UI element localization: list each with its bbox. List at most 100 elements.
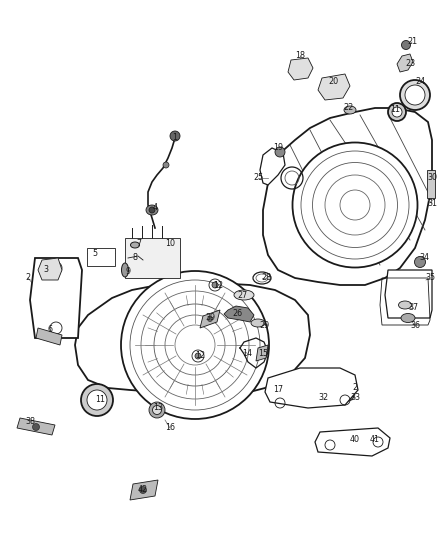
Text: 37: 37 — [408, 303, 418, 312]
Text: 42: 42 — [138, 486, 148, 495]
Ellipse shape — [275, 147, 285, 157]
Polygon shape — [260, 148, 285, 185]
Ellipse shape — [208, 317, 212, 321]
Ellipse shape — [146, 205, 158, 215]
Ellipse shape — [149, 402, 165, 418]
Text: 12: 12 — [195, 351, 205, 359]
Text: 1: 1 — [173, 133, 177, 142]
Polygon shape — [17, 418, 55, 435]
Polygon shape — [200, 310, 220, 328]
Bar — [427, 170, 435, 198]
Ellipse shape — [388, 103, 406, 121]
Text: 2: 2 — [353, 384, 357, 392]
Ellipse shape — [170, 131, 180, 141]
Polygon shape — [256, 345, 268, 361]
Text: 29: 29 — [259, 320, 269, 329]
Text: 35: 35 — [425, 273, 435, 282]
Ellipse shape — [342, 389, 354, 401]
Ellipse shape — [149, 207, 155, 213]
Ellipse shape — [251, 319, 265, 327]
Ellipse shape — [32, 424, 39, 431]
Polygon shape — [385, 270, 432, 318]
Text: 41: 41 — [370, 435, 380, 445]
Polygon shape — [224, 306, 254, 322]
Text: 39: 39 — [205, 313, 215, 322]
Text: 14: 14 — [242, 349, 252, 358]
Text: 13: 13 — [153, 403, 163, 413]
Bar — [125, 238, 180, 278]
Text: 17: 17 — [273, 385, 283, 394]
Ellipse shape — [87, 390, 107, 410]
Text: 6: 6 — [47, 326, 53, 335]
Polygon shape — [397, 54, 413, 72]
Polygon shape — [36, 328, 62, 345]
Ellipse shape — [234, 290, 254, 300]
Ellipse shape — [293, 142, 417, 268]
Text: 7: 7 — [137, 238, 141, 247]
Ellipse shape — [81, 384, 113, 416]
Ellipse shape — [50, 262, 62, 274]
Ellipse shape — [401, 313, 415, 322]
Polygon shape — [38, 258, 62, 280]
Text: 12: 12 — [213, 280, 223, 289]
Ellipse shape — [344, 106, 356, 114]
Ellipse shape — [405, 85, 425, 105]
Ellipse shape — [121, 263, 128, 277]
Text: 27: 27 — [238, 290, 248, 300]
Text: 18: 18 — [295, 52, 305, 61]
Bar — [87, 248, 115, 266]
Text: 19: 19 — [273, 143, 283, 152]
Ellipse shape — [121, 271, 269, 419]
Text: 5: 5 — [92, 248, 98, 257]
Polygon shape — [318, 74, 350, 100]
Ellipse shape — [175, 325, 215, 365]
Text: 11: 11 — [390, 106, 400, 115]
Text: 25: 25 — [253, 174, 263, 182]
Text: 24: 24 — [415, 77, 425, 86]
Ellipse shape — [152, 406, 162, 415]
Text: 34: 34 — [419, 254, 429, 262]
Ellipse shape — [340, 190, 370, 220]
Text: 3: 3 — [43, 265, 49, 274]
Text: 26: 26 — [232, 309, 242, 318]
Polygon shape — [315, 428, 390, 456]
Ellipse shape — [154, 304, 236, 386]
Text: 22: 22 — [343, 103, 353, 112]
Text: 31: 31 — [427, 198, 437, 207]
Ellipse shape — [399, 301, 411, 309]
Text: 9: 9 — [125, 268, 131, 277]
Text: 15: 15 — [258, 349, 268, 358]
Ellipse shape — [139, 487, 146, 494]
Polygon shape — [263, 108, 432, 285]
Ellipse shape — [414, 256, 425, 268]
Text: 20: 20 — [328, 77, 338, 86]
Ellipse shape — [50, 322, 62, 334]
Ellipse shape — [131, 242, 139, 248]
Ellipse shape — [163, 162, 169, 168]
Polygon shape — [265, 368, 358, 408]
Polygon shape — [75, 283, 310, 397]
Text: 30: 30 — [427, 174, 437, 182]
Text: 23: 23 — [405, 60, 415, 69]
Text: 10: 10 — [165, 238, 175, 247]
Ellipse shape — [392, 107, 402, 117]
Ellipse shape — [402, 41, 410, 50]
Text: 11: 11 — [95, 395, 105, 405]
Polygon shape — [288, 58, 313, 80]
Text: 8: 8 — [133, 254, 138, 262]
Text: 38: 38 — [25, 417, 35, 426]
Ellipse shape — [313, 390, 323, 400]
Text: 40: 40 — [350, 435, 360, 445]
Text: 16: 16 — [165, 424, 175, 432]
Text: 33: 33 — [350, 393, 360, 402]
Ellipse shape — [400, 80, 430, 110]
Polygon shape — [30, 258, 82, 338]
Text: 21: 21 — [407, 37, 417, 46]
Text: 4: 4 — [152, 204, 158, 213]
Polygon shape — [130, 480, 158, 500]
Ellipse shape — [212, 282, 218, 288]
Ellipse shape — [195, 353, 201, 359]
Text: 36: 36 — [410, 320, 420, 329]
Text: 2: 2 — [25, 273, 31, 282]
Text: 32: 32 — [318, 393, 328, 402]
